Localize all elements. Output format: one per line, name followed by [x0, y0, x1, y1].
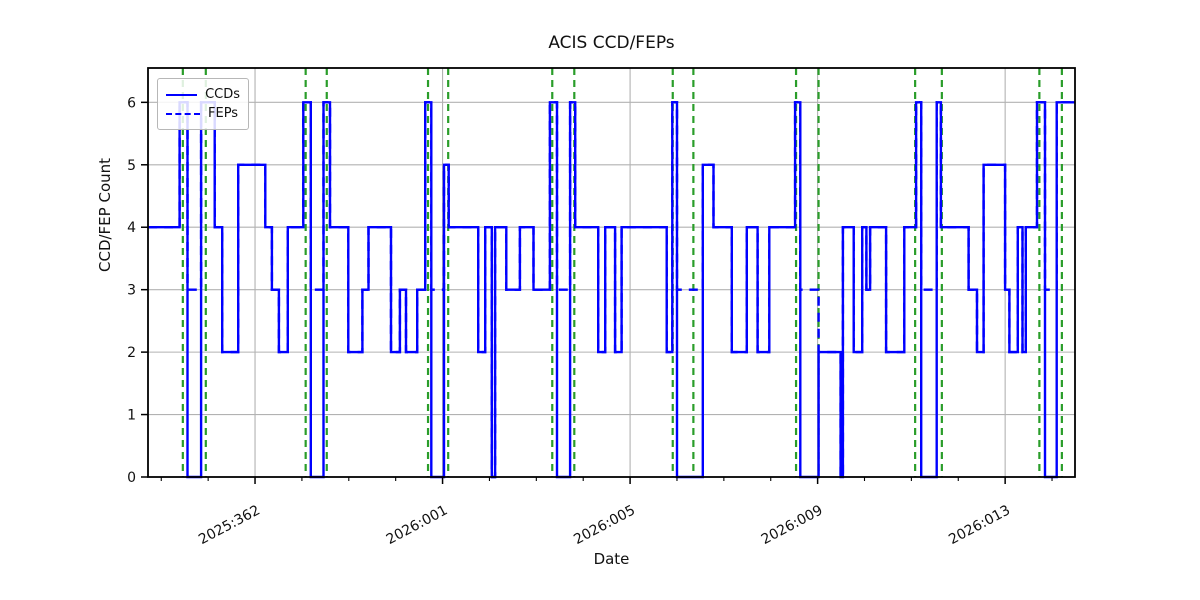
- y-tick-label: 2: [127, 345, 136, 361]
- x-axis-label: Date: [593, 550, 630, 568]
- y-tick-label: 4: [127, 220, 136, 236]
- y-tick-label: 0: [127, 470, 136, 486]
- legend-item-ccds: CCDs: [166, 85, 240, 104]
- legend-label-feps: FEPs: [208, 106, 239, 121]
- x-tick-label: 2025:362: [196, 502, 263, 548]
- ccd-line-sample: [166, 93, 198, 96]
- x-tick-label: 2026:005: [571, 502, 638, 548]
- x-tick-label: 2026:001: [384, 502, 451, 548]
- legend-label-ccds: CCDs: [205, 87, 240, 102]
- legend: CCDs FEPs: [157, 78, 249, 130]
- y-tick-label: 3: [127, 283, 136, 299]
- legend-item-feps: FEPs: [166, 104, 240, 123]
- x-tick-label: 2026:009: [759, 502, 826, 548]
- chart-title: ACIS CCD/FEPs: [548, 33, 675, 53]
- y-tick-label: 6: [127, 95, 136, 111]
- feps-series-line: [148, 101, 1075, 479]
- y-tick-label: 1: [127, 408, 136, 424]
- x-tick-label: 2026:013: [946, 502, 1013, 548]
- y-tick-label: 5: [127, 158, 136, 174]
- plot-border: [147, 67, 1076, 478]
- fep-line-sample: [166, 112, 200, 115]
